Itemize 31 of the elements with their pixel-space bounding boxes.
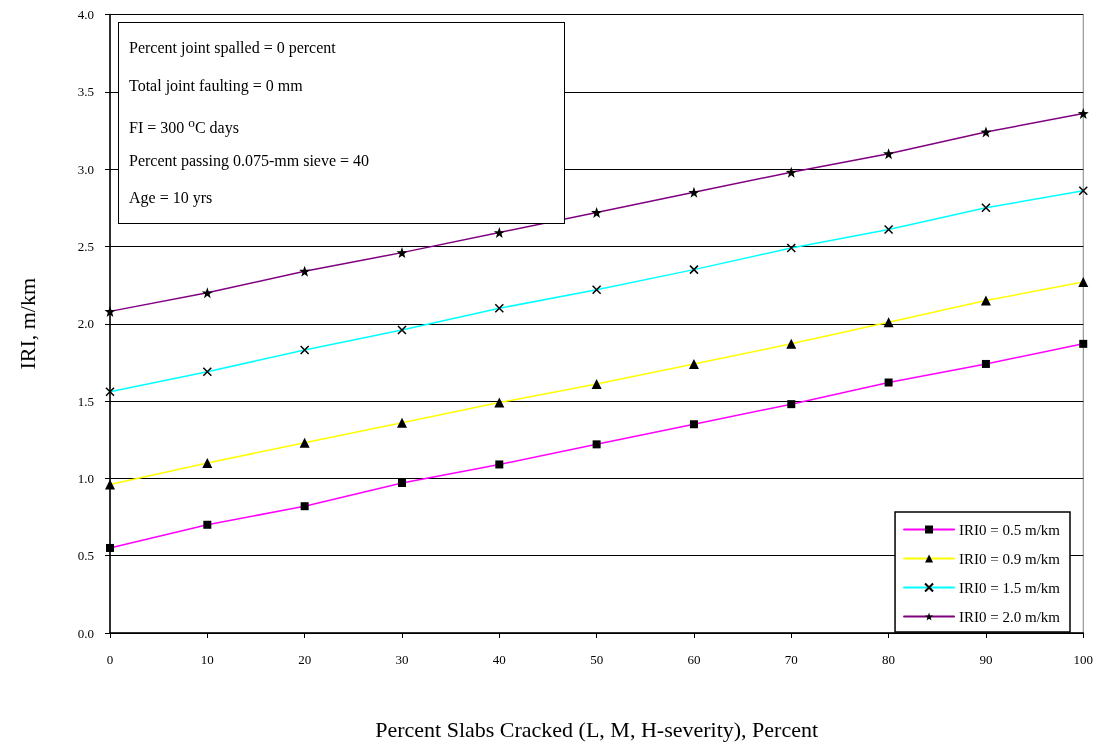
- x-tick-label: 0: [106, 652, 114, 667]
- x-tick-label: 70: [784, 652, 798, 667]
- y-tick-label: 1.0: [77, 470, 94, 486]
- y-tick-label: 0.5: [77, 548, 94, 564]
- y-tick-label: 2.0: [77, 316, 94, 332]
- legend-label: IRI0 = 0.9 m/km: [959, 550, 1061, 567]
- y-axis-title: IRI, m/km: [14, 277, 40, 370]
- x-tick-label: 10: [200, 652, 214, 667]
- y-tick-label: 4.0: [77, 7, 94, 22]
- x-tick-label: 50: [590, 652, 604, 667]
- x-tick-label: 80: [882, 652, 896, 667]
- y-tick-label: 3.5: [77, 84, 94, 100]
- legend-label: IRI0 = 2.0 m/km: [959, 608, 1061, 625]
- y-tick-label: 0.0: [77, 625, 94, 641]
- annotation: FI = 300 $^{o}$C days: [129, 114, 240, 139]
- x-tick-label: 60: [687, 652, 701, 667]
- legend-label: IRI0 = 1.5 m/km: [959, 579, 1061, 596]
- y-tick-label: 1.5: [77, 393, 94, 409]
- annotation: Percent passing 0.075-mm sieve = 40: [129, 150, 371, 172]
- x-tick-label: 30: [395, 652, 409, 667]
- x-tick-label: 100: [1073, 652, 1093, 667]
- x-axis-title: Percent Slabs Cracked (L, M, H-severity), Percent: [375, 716, 819, 742]
- legend-label: IRI0 = 0.5 m/km: [959, 521, 1061, 538]
- x-tick-label: 20: [298, 652, 312, 667]
- annotation: Percent joint spalled = 0 percent: [129, 38, 337, 59]
- y-tick-label: 2.5: [77, 238, 94, 254]
- y-tick-label: 3.0: [77, 161, 94, 177]
- x-tick-label: 90: [979, 652, 993, 667]
- annotation: Total joint faulting = 0 mm: [129, 75, 304, 97]
- annotation: Age = 10 yrs: [129, 188, 214, 209]
- x-tick-label: 40: [492, 652, 506, 667]
